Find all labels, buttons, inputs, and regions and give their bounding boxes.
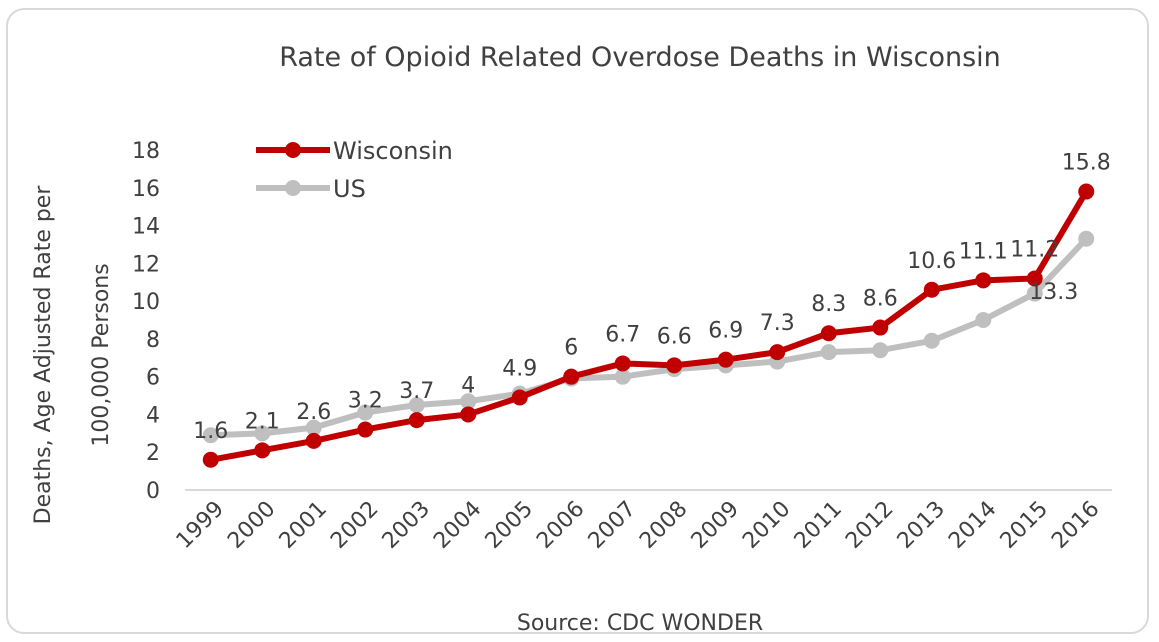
data-point-wisconsin — [408, 412, 425, 429]
data-point-us — [305, 419, 322, 436]
data-label-wisconsin: 6.6 — [657, 324, 692, 349]
legend-label-wisconsin: Wisconsin — [333, 137, 453, 165]
data-point-wisconsin — [614, 355, 631, 372]
data-point-wisconsin — [820, 325, 837, 342]
x-tick-label: 2005 — [481, 497, 538, 554]
series-line-us — [210, 236, 1089, 439]
data-point-us — [357, 404, 374, 421]
data-point-wisconsin — [1026, 270, 1043, 287]
data-label-wisconsin: 11.2 — [1010, 237, 1059, 262]
chart-frame — [6, 8, 1149, 634]
y-tick-label: 16 — [132, 177, 160, 202]
legend-marker-us — [285, 180, 301, 196]
data-label-wisconsin: 15.8 — [1062, 151, 1111, 176]
data-point-us — [872, 342, 889, 359]
x-tick-label: 2003 — [378, 497, 435, 554]
x-tick-label: 1999 — [172, 497, 229, 554]
y-tick-label: 10 — [132, 290, 160, 315]
x-tick-label: 2004 — [429, 497, 486, 554]
data-point-us — [1078, 230, 1095, 247]
data-point-wisconsin — [666, 357, 683, 374]
y-tick-label: 2 — [146, 441, 160, 466]
data-point-wisconsin — [460, 406, 477, 423]
data-label-wisconsin: 4.9 — [502, 356, 537, 381]
data-point-us — [460, 393, 477, 410]
y-axis-label-line-2: 100,000 Persons — [89, 263, 114, 446]
data-label-wisconsin: 3.2 — [348, 389, 383, 414]
x-tick-label: 2013 — [893, 497, 950, 554]
x-tick-label: 2002 — [326, 497, 383, 554]
data-label-us: 13.3 — [1029, 280, 1078, 305]
data-point-wisconsin — [872, 319, 889, 336]
data-label-wisconsin: 8.6 — [863, 287, 898, 312]
data-point-wisconsin — [511, 389, 528, 406]
x-tick-label: 2011 — [790, 497, 847, 554]
data-label-wisconsin: 4 — [461, 373, 475, 398]
chart-title: Rate of Opioid Related Overdose Deaths i… — [279, 42, 1001, 73]
x-tick-label: 2007 — [584, 497, 641, 554]
data-point-wisconsin — [975, 272, 992, 289]
y-tick-label: 6 — [146, 366, 160, 391]
y-tick-label: 12 — [132, 252, 160, 277]
data-label-wisconsin: 6.7 — [605, 322, 640, 347]
data-labels: 1.6 2.1 2.6 3.2 3.7 4 4.9 6 6.7 6.6 6.9 7.3 8.3 8.6 10… — [193, 151, 1110, 444]
data-point-wisconsin — [717, 351, 734, 368]
legend: Wisconsin US — [256, 137, 453, 203]
data-label-wisconsin: 7.3 — [760, 311, 795, 336]
data-label-wisconsin: 1.6 — [193, 419, 228, 444]
legend-label-us: US — [333, 175, 366, 203]
data-point-us — [202, 427, 219, 444]
y-axis-ticks: 0 2 4 6 8 10 12 14 16 18 — [132, 139, 160, 504]
data-label-wisconsin: 11.1 — [959, 239, 1008, 264]
data-point-wisconsin — [1078, 183, 1095, 200]
data-point-wisconsin — [769, 344, 786, 361]
y-axis-label-line-1: Deaths, Age Adjusted Rate per — [31, 185, 56, 525]
data-point-us — [614, 368, 631, 385]
legend-marker-wisconsin — [285, 142, 301, 158]
data-point-us — [408, 397, 425, 413]
x-tick-label: 2014 — [944, 497, 1001, 554]
data-point-wisconsin — [923, 281, 940, 298]
data-label-wisconsin: 8.3 — [811, 292, 846, 317]
data-point-us — [820, 344, 837, 361]
data-label-wisconsin: 2.6 — [296, 400, 331, 425]
x-tick-label: 2008 — [635, 497, 692, 554]
y-tick-label: 18 — [132, 139, 160, 164]
data-point-wisconsin — [305, 432, 322, 449]
series-line-wisconsin — [210, 190, 1089, 463]
legend-item-us: US — [256, 175, 366, 203]
x-tick-label: 2001 — [275, 497, 332, 554]
data-point-wisconsin — [563, 368, 580, 385]
x-tick-label: 2010 — [738, 497, 795, 554]
data-label-wisconsin: 6.9 — [708, 319, 743, 344]
source-note: Source: CDC WONDER — [517, 611, 763, 636]
data-label-wisconsin: 6 — [564, 336, 578, 361]
data-point-us — [1026, 285, 1043, 302]
data-point-wisconsin — [202, 451, 219, 468]
x-tick-label: 2015 — [996, 497, 1053, 554]
data-point-us — [975, 312, 992, 328]
x-tick-label: 2006 — [532, 497, 589, 554]
y-tick-label: 4 — [146, 403, 160, 428]
data-label-wisconsin: 3.7 — [399, 379, 434, 404]
data-label-wisconsin: 2.1 — [245, 409, 280, 434]
y-tick-label: 14 — [132, 215, 160, 240]
x-axis-ticks: 1999200020012002200320042005200620072008… — [172, 497, 1105, 554]
data-label-wisconsin: 10.6 — [907, 249, 956, 274]
x-tick-label: 2012 — [841, 497, 898, 554]
data-point-wisconsin — [254, 442, 271, 459]
data-point-us — [923, 332, 940, 349]
data-point-wisconsin — [357, 421, 374, 438]
data-point-us — [254, 425, 271, 442]
x-tick-label: 2000 — [223, 497, 280, 554]
series-layer — [202, 183, 1095, 468]
x-tick-label: 2009 — [687, 497, 744, 554]
y-tick-label: 8 — [146, 328, 160, 353]
x-tick-label: 2016 — [1047, 497, 1104, 554]
legend-item-wisconsin: Wisconsin — [256, 137, 453, 165]
y-tick-label: 0 — [146, 479, 160, 504]
